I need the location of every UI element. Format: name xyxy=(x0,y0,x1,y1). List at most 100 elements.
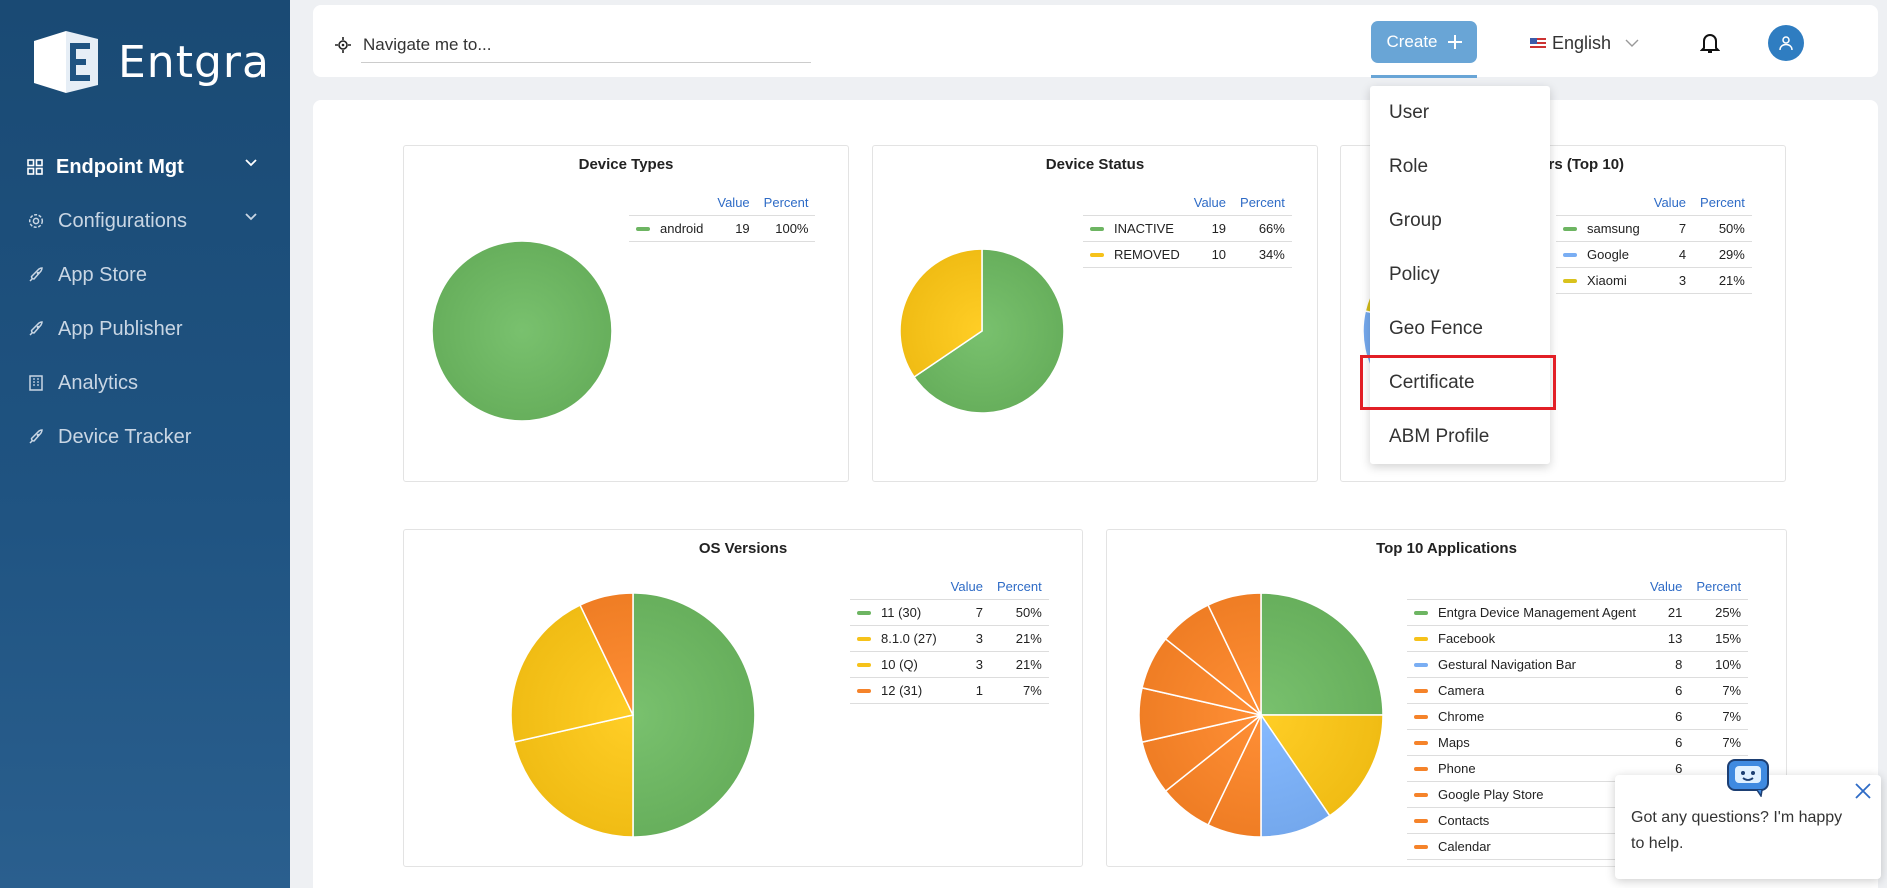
menu-item-group[interactable]: Group xyxy=(1389,210,1442,231)
legend-swatch xyxy=(1414,663,1428,668)
pie-slice[interactable] xyxy=(431,240,613,422)
pie-slice[interactable] xyxy=(579,592,634,716)
chevron-down-icon xyxy=(245,159,257,167)
pie-slice[interactable] xyxy=(632,592,756,838)
legend-label: REMOVED xyxy=(1083,241,1187,268)
legend-value: 7 xyxy=(1646,215,1694,242)
pie-slice[interactable] xyxy=(1259,714,1384,817)
legend-label: Chrome xyxy=(1407,703,1644,730)
legend-row[interactable]: Entgra Device Management Agent 21 25% xyxy=(1407,599,1749,626)
chart-title: OS Versions xyxy=(698,540,788,557)
legend-row[interactable]: 11 (30) 7 50% xyxy=(850,599,1049,626)
legend-header-value[interactable]: Value xyxy=(710,191,757,216)
menu-item-certificate[interactable]: Certificate xyxy=(1389,372,1475,393)
sidebar-item-configurations[interactable]: Configurations xyxy=(0,194,290,248)
legend-header-percent[interactable]: Percent xyxy=(1689,575,1749,600)
pie-slice[interactable] xyxy=(913,248,1065,414)
legend-percent: 50% xyxy=(989,599,1049,626)
sidebar-item-label: Device Tracker xyxy=(58,425,192,448)
menu-item-policy[interactable]: Policy xyxy=(1389,264,1440,285)
legend-header-percent[interactable]: Percent xyxy=(1233,191,1292,216)
legend-row[interactable]: REMOVED 10 34% xyxy=(1083,241,1292,268)
close-icon[interactable] xyxy=(1853,781,1873,801)
navigate-search xyxy=(335,27,815,63)
legend-label: 8.1.0 (27) xyxy=(850,625,944,652)
sidebar-item-analytics[interactable]: Analytics xyxy=(0,356,290,410)
legend-value: 3 xyxy=(1646,267,1694,294)
legend-row[interactable]: Google 4 29% xyxy=(1556,241,1752,268)
chart-card-device-types: Device Types Value Percent android 19 100% xyxy=(403,145,849,482)
legend-row[interactable]: Chrome 6 7% xyxy=(1407,703,1749,730)
bell-icon[interactable] xyxy=(1700,32,1720,54)
legend-swatch xyxy=(1414,845,1428,850)
pie-slice[interactable] xyxy=(1207,592,1262,716)
legend-value: 3 xyxy=(943,651,990,678)
sidebar-item-device-tracker[interactable]: Device Tracker xyxy=(0,410,290,464)
legend-row[interactable]: Maps 6 7% xyxy=(1407,729,1749,756)
create-dropdown-menu: User Role Group Policy Geo Fence Certifi… xyxy=(1370,86,1550,464)
sidebar-nav: Endpoint Mgt Configurations App Store Ap… xyxy=(0,140,290,464)
legend-header-value[interactable]: Value xyxy=(1646,191,1694,216)
legend-row[interactable]: 8.1.0 (27) 3 21% xyxy=(850,625,1049,652)
legend-row[interactable]: INACTIVE 19 66% xyxy=(1083,215,1292,242)
legend-swatch xyxy=(1414,819,1428,824)
sidebar-item-app-store[interactable]: App Store xyxy=(0,248,290,302)
legend-label: Gestural Navigation Bar xyxy=(1407,651,1644,678)
legend-label: Google Play Store xyxy=(1407,781,1644,808)
pie-slice[interactable] xyxy=(510,604,635,744)
sidebar-item-app-publisher[interactable]: App Publisher xyxy=(0,302,290,356)
avatar[interactable] xyxy=(1768,25,1804,61)
chart-title: Device Types xyxy=(578,156,674,173)
legend-swatch xyxy=(857,689,871,694)
legend-header-percent[interactable]: Percent xyxy=(756,191,816,216)
chevron-down-icon xyxy=(1625,39,1639,47)
legend-row[interactable]: 10 (Q) 3 21% xyxy=(850,651,1049,678)
legend-percent: 25% xyxy=(1689,599,1749,626)
gear-icon xyxy=(28,213,44,229)
legend-value: 21 xyxy=(1643,599,1690,626)
legend-row[interactable]: Xiaomi 3 21% xyxy=(1556,267,1752,294)
sidebar-item-label: Configurations xyxy=(58,209,187,232)
menu-item-role[interactable]: Role xyxy=(1389,156,1429,177)
pie-slice[interactable] xyxy=(899,248,983,379)
legend-swatch xyxy=(1414,689,1428,694)
legend-label: Phone xyxy=(1407,755,1644,782)
legend-value: 10 xyxy=(1186,241,1234,268)
legend-value: 6 xyxy=(1643,729,1690,756)
topbar: Create English xyxy=(313,5,1878,78)
legend-percent: 21% xyxy=(989,625,1049,652)
legend-row[interactable]: android 19 100% xyxy=(629,215,816,242)
create-button[interactable]: Create xyxy=(1371,21,1477,63)
legend-row[interactable]: 12 (31) 1 7% xyxy=(850,677,1049,704)
legend-header-value[interactable]: Value xyxy=(943,575,990,600)
legend-label: Facebook xyxy=(1407,625,1644,652)
user-icon xyxy=(1779,36,1793,51)
menu-item-user[interactable]: User xyxy=(1389,102,1430,123)
legend-value: 19 xyxy=(1186,215,1234,242)
legend-header-percent[interactable]: Percent xyxy=(989,575,1049,600)
legend-percent: 29% xyxy=(1693,241,1752,268)
chart-title: Top 10 Applications xyxy=(1376,540,1517,557)
legend-row[interactable]: Facebook 13 15% xyxy=(1407,625,1749,652)
pie-slice[interactable] xyxy=(513,714,634,838)
legend-swatch xyxy=(1414,741,1428,746)
language-label: English xyxy=(1552,33,1612,53)
menu-item-abm-profile[interactable]: ABM Profile xyxy=(1389,426,1490,447)
legend-header-value[interactable]: Value xyxy=(1643,575,1690,600)
legend-row[interactable]: samsung 7 50% xyxy=(1556,215,1752,242)
legend-swatch xyxy=(1414,611,1428,616)
pie-slice[interactable] xyxy=(1260,592,1384,716)
legend-row[interactable]: Camera 6 7% xyxy=(1407,677,1749,704)
navigate-input[interactable] xyxy=(361,27,811,63)
legend-header-percent[interactable]: Percent xyxy=(1693,191,1752,216)
legend-percent: 7% xyxy=(989,677,1049,704)
legend-header-value[interactable]: Value xyxy=(1186,191,1234,216)
legend-row[interactable]: Gestural Navigation Bar 8 10% xyxy=(1407,651,1749,678)
legend-table-device-types: Value Percent android 19 100% xyxy=(629,191,816,242)
legend-swatch xyxy=(857,663,871,668)
language-selector[interactable]: English xyxy=(1530,33,1639,54)
sidebar-item-endpoint-mgt[interactable]: Endpoint Mgt xyxy=(0,140,290,194)
chatbot-icon[interactable] xyxy=(1725,755,1771,797)
menu-item-geo-fence[interactable]: Geo Fence xyxy=(1389,318,1483,339)
brand-logo[interactable]: Entgra xyxy=(30,26,270,98)
